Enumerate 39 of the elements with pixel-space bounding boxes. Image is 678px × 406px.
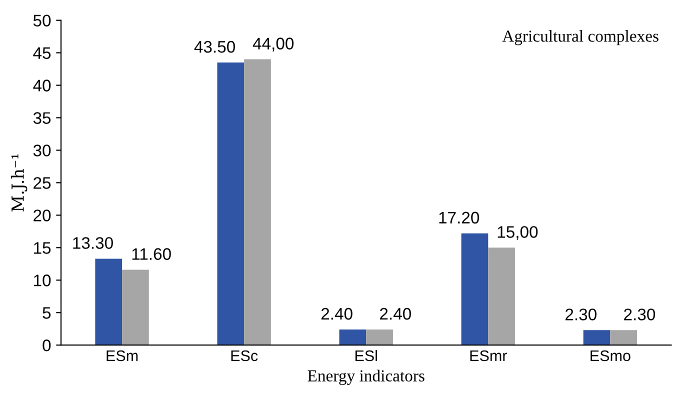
bar: [583, 330, 610, 346]
legend-title: Agricultural complexes: [502, 30, 658, 46]
data-label: 2.30: [566, 308, 596, 320]
data-label: 2.40: [321, 308, 352, 320]
data-label: 2.30: [624, 308, 656, 320]
y-tick-label: 10: [34, 274, 51, 286]
x-tick-label: ESc: [231, 350, 258, 362]
bar: [461, 233, 488, 346]
data-label: 17.20: [439, 212, 480, 224]
y-tick-label: 15: [34, 242, 51, 254]
y-tick-label: 20: [34, 210, 51, 222]
y-tick-label: 35: [33, 112, 51, 124]
y-tick-label: 30: [33, 144, 51, 156]
data-label: 44,00: [252, 38, 294, 52]
y-tick-label: 40: [33, 80, 51, 92]
data-label: 11.60: [132, 248, 171, 260]
x-tick-label: ESl: [355, 350, 377, 362]
x-axis-title: Energy indicators: [308, 370, 424, 385]
y-tick-label: 50: [33, 14, 51, 27]
data-label: 43.50: [194, 40, 235, 53]
bar: [122, 270, 149, 346]
bar: [610, 330, 638, 346]
bar: [95, 258, 122, 346]
bar: [488, 248, 516, 346]
y-axis-title: M.J.h⁻¹: [11, 154, 28, 212]
data-label: 13.30: [73, 237, 113, 249]
x-tick-label: ESmr: [470, 350, 508, 362]
y-tick-label: 0: [42, 340, 51, 352]
data-label: 2.40: [380, 308, 411, 320]
x-tick-label: ESm: [106, 350, 138, 362]
y-tick-label: 45: [33, 47, 51, 59]
bar: [217, 62, 244, 346]
y-tick-label: 5: [42, 307, 51, 319]
bar: [339, 330, 366, 346]
y-tick-label: 25: [34, 177, 51, 189]
bar: [366, 330, 393, 346]
x-tick-label: ESmo: [590, 350, 630, 362]
data-label: 15,00: [498, 226, 538, 240]
bar: [244, 59, 271, 346]
